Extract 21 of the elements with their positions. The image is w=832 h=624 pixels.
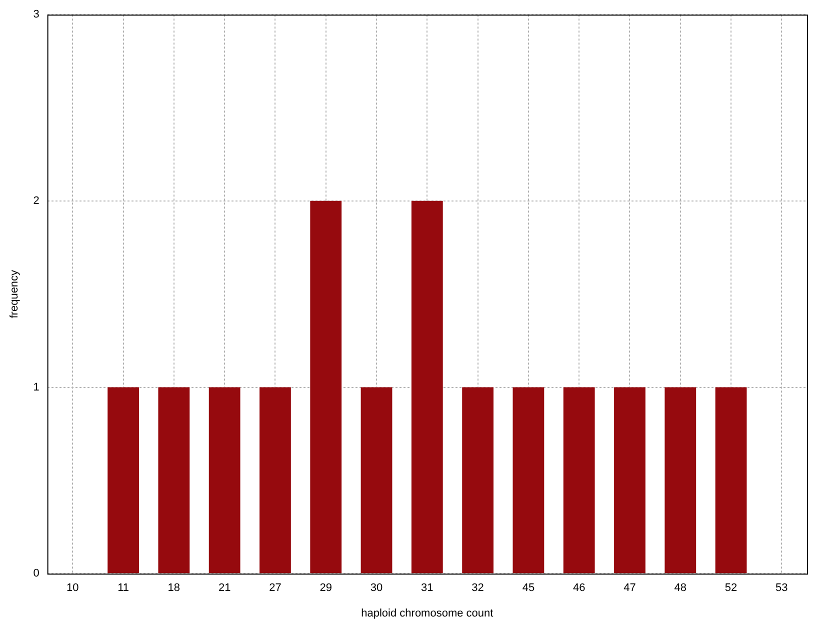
- x-tick-label: 10: [66, 582, 79, 594]
- x-tick-label: 48: [674, 582, 687, 594]
- x-tick-label: 47: [624, 582, 636, 594]
- y-axis-title: frequency: [8, 269, 21, 318]
- x-axis-title: haploid chromosome count: [361, 607, 494, 620]
- x-tick-label: 30: [370, 582, 383, 594]
- x-tick-label: 18: [168, 582, 180, 594]
- x-tick-label: 52: [724, 582, 738, 594]
- y-tick-label: 2: [33, 194, 40, 207]
- x-tick-label: 46: [572, 582, 586, 594]
- x-tick-label: 27: [269, 582, 282, 594]
- y-tick-label: 1: [33, 381, 40, 394]
- x-tick-label: 29: [320, 582, 332, 594]
- x-tick-label: 45: [522, 582, 535, 594]
- x-tick-label: 32: [472, 582, 484, 594]
- y-tick-label: 3: [33, 8, 40, 21]
- x-tick-label: 53: [776, 582, 788, 594]
- y-tick-label: 0: [33, 568, 40, 580]
- x-tick-label: 11: [118, 582, 129, 594]
- x-tick-label: 21: [218, 582, 231, 594]
- x-tick-label: 31: [421, 582, 434, 594]
